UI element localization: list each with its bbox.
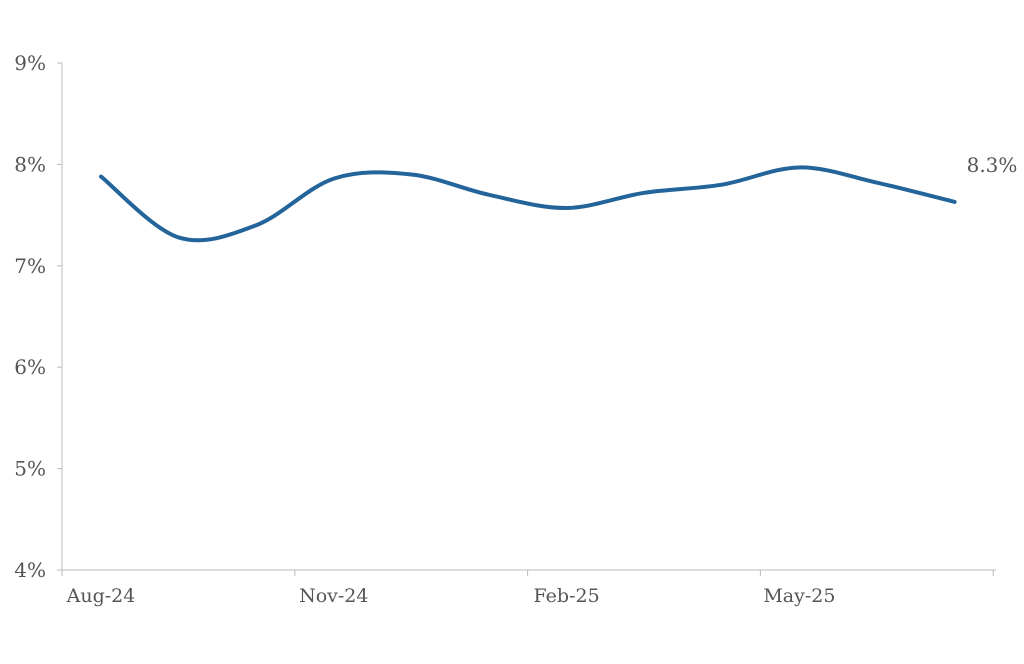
data-point [642,191,646,195]
y-tick-label: 6% [14,355,46,379]
data-point [409,173,413,177]
y-tick-label: 7% [14,254,46,278]
data-label: 8.3% [967,153,1018,177]
data-point [953,200,957,204]
x-tick-label: Feb-25 [534,585,600,607]
data-point [720,183,724,187]
x-tick-label: Aug-24 [66,585,136,607]
data-point [254,223,258,227]
annotations-layer: 8.3% [967,153,1018,177]
y-tick-label: 4% [14,558,46,582]
series-line [99,165,957,243]
axes [61,63,996,571]
y-tick-label: 5% [14,457,46,481]
x-tick-label: Nov-24 [299,585,368,607]
data-point [565,206,569,210]
data-point [332,177,336,181]
data-point [177,235,181,239]
data-point [487,193,491,197]
x-axis-ticks: Aug-24 Nov-24 Feb-25 May-25 [61,570,994,607]
y-tick-label: 9% [14,51,46,75]
series-layer [99,165,957,243]
data-point [875,181,879,185]
x-tick-label: May-25 [763,585,835,607]
y-tick-label: 8% [14,152,46,176]
data-point [99,175,103,179]
y-axis-ticks: 4% 5% 6% 7% 8% 9% [14,51,62,582]
data-point [797,165,801,169]
